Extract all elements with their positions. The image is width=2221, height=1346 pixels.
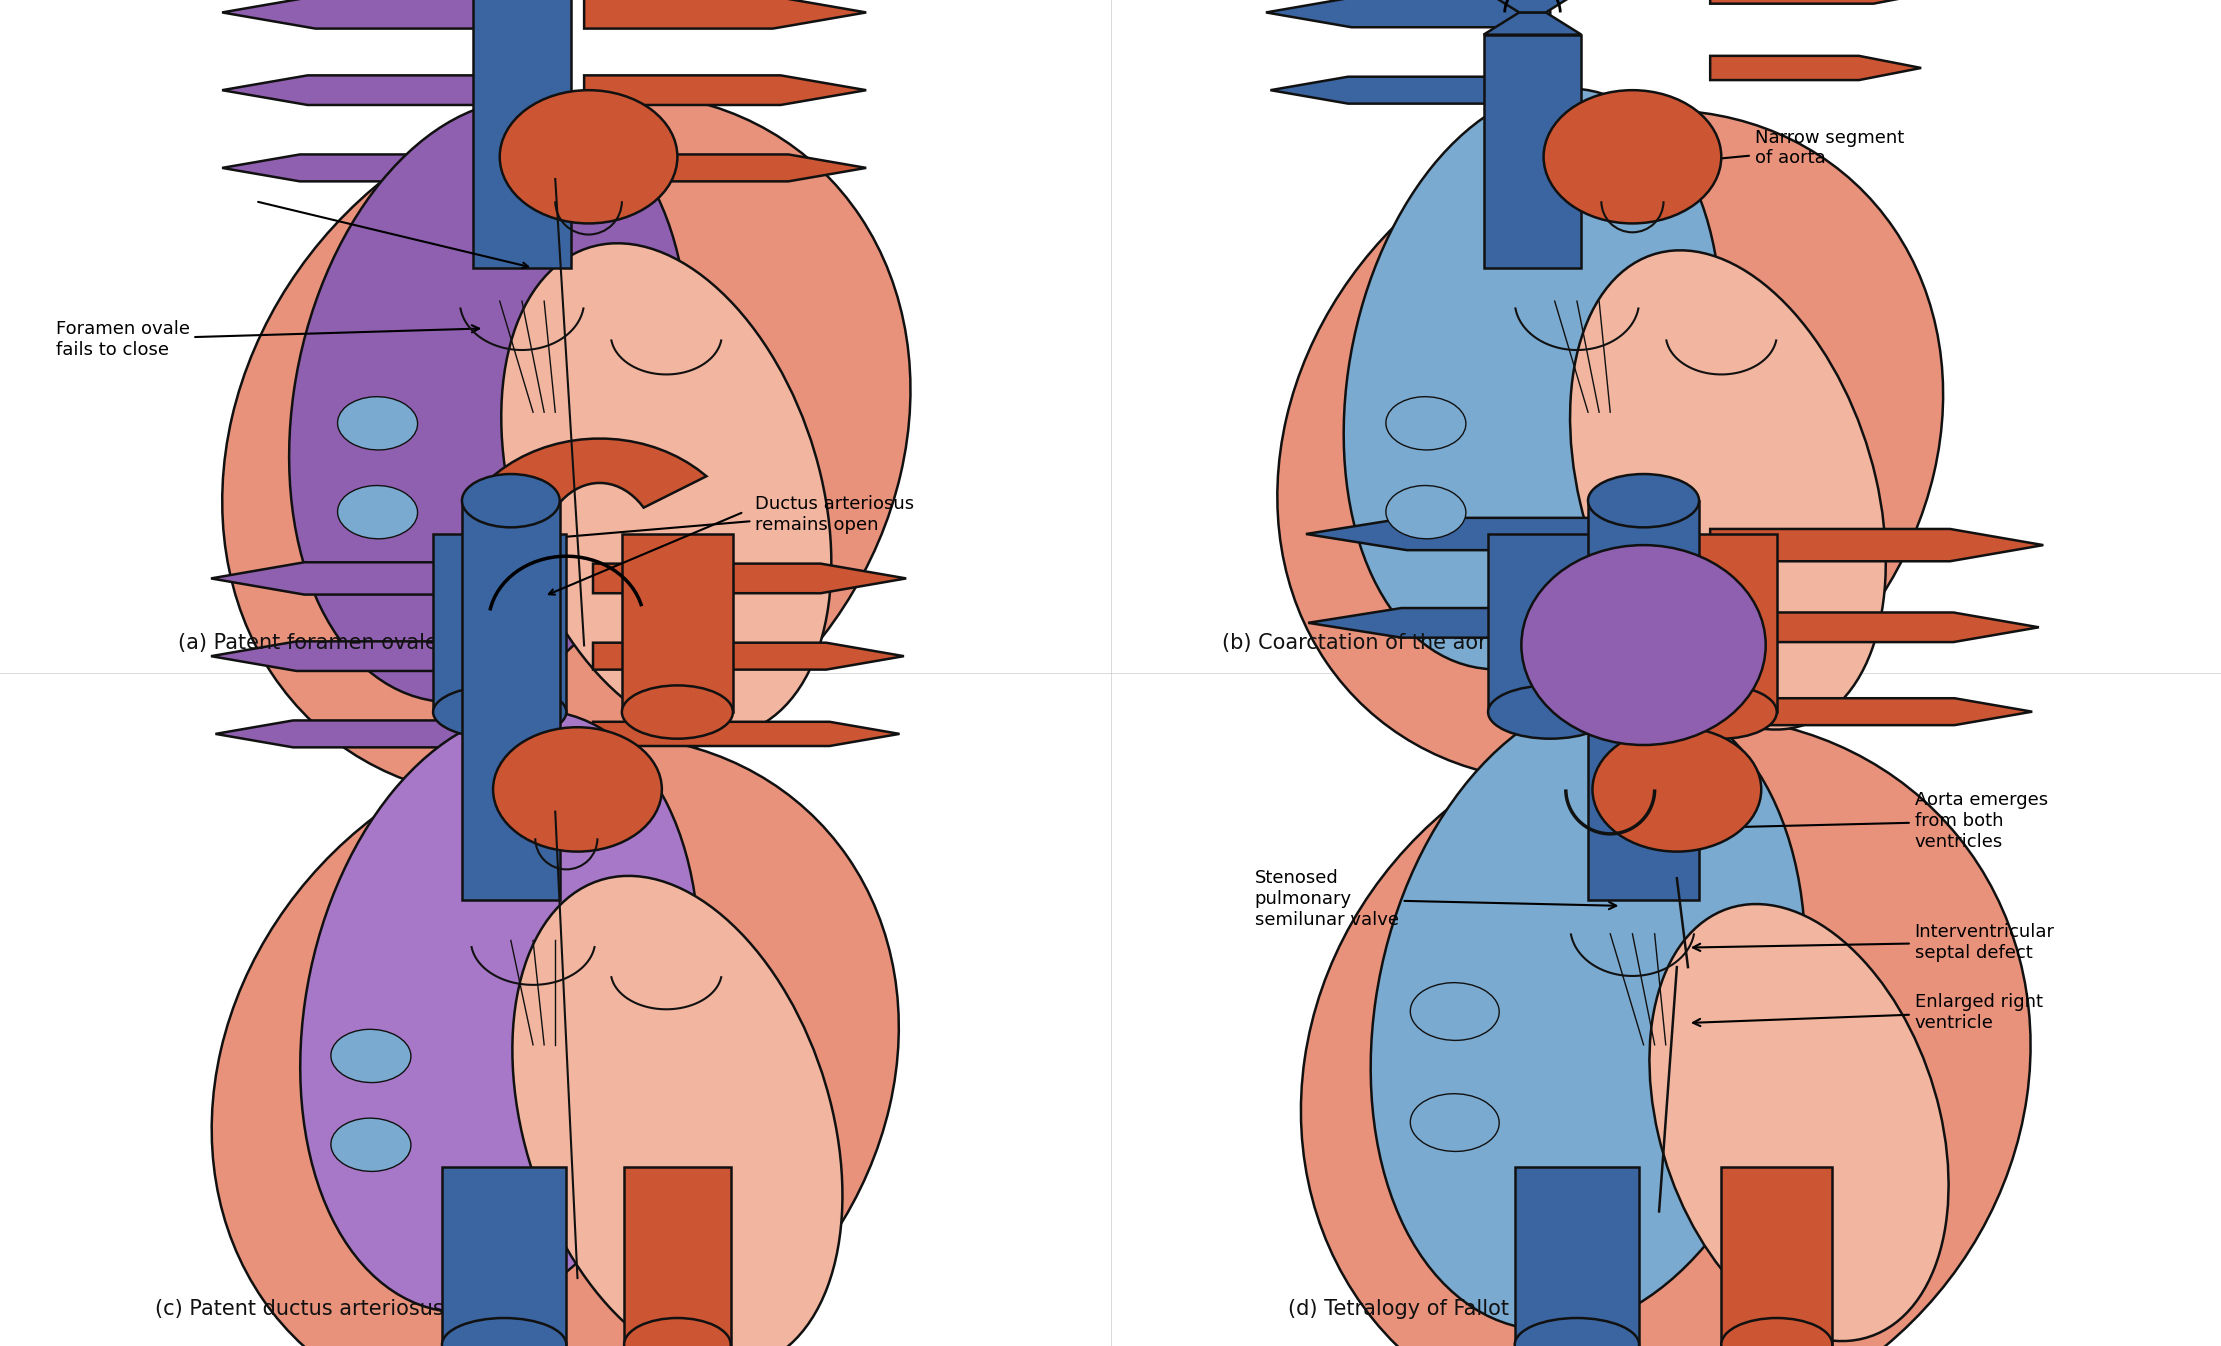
Polygon shape xyxy=(211,641,504,670)
Ellipse shape xyxy=(1570,250,1886,730)
Polygon shape xyxy=(1484,0,1581,12)
Polygon shape xyxy=(1488,534,1612,712)
Text: (c) Patent ductus arteriosus: (c) Patent ductus arteriosus xyxy=(155,1299,444,1319)
Ellipse shape xyxy=(433,685,566,739)
Ellipse shape xyxy=(300,711,700,1312)
Polygon shape xyxy=(1666,534,1777,712)
Ellipse shape xyxy=(624,1318,731,1346)
Text: Interventricular
septal defect: Interventricular septal defect xyxy=(1692,923,2054,961)
Ellipse shape xyxy=(1302,716,2030,1346)
Text: Aorta emerges
from both
ventricles: Aorta emerges from both ventricles xyxy=(1710,791,2048,851)
Ellipse shape xyxy=(1544,90,1721,223)
Polygon shape xyxy=(1710,55,1921,79)
Polygon shape xyxy=(584,75,866,105)
Text: Stenosed
pulmonary
semilunar valve: Stenosed pulmonary semilunar valve xyxy=(1255,870,1617,929)
Ellipse shape xyxy=(331,1030,411,1082)
Polygon shape xyxy=(211,563,504,595)
Polygon shape xyxy=(462,501,560,900)
Ellipse shape xyxy=(222,93,911,798)
Polygon shape xyxy=(1721,1167,1832,1345)
Polygon shape xyxy=(473,0,571,268)
Ellipse shape xyxy=(1386,486,1466,538)
Polygon shape xyxy=(1484,12,1581,35)
Polygon shape xyxy=(1308,608,1592,638)
Ellipse shape xyxy=(502,244,831,736)
Ellipse shape xyxy=(1370,693,1806,1330)
Ellipse shape xyxy=(1592,727,1761,852)
Ellipse shape xyxy=(338,486,418,538)
Ellipse shape xyxy=(622,685,733,739)
Polygon shape xyxy=(1710,0,1943,4)
Ellipse shape xyxy=(1666,685,1777,739)
Text: Enlarged right
ventricle: Enlarged right ventricle xyxy=(1692,993,2043,1031)
Ellipse shape xyxy=(1515,1318,1639,1346)
Polygon shape xyxy=(1710,699,2032,725)
Text: Ductus arteriosus
remains open: Ductus arteriosus remains open xyxy=(551,495,915,541)
Polygon shape xyxy=(1710,529,2043,561)
Polygon shape xyxy=(584,0,866,28)
Ellipse shape xyxy=(1344,89,1721,669)
Polygon shape xyxy=(215,720,504,747)
Polygon shape xyxy=(624,1167,731,1345)
Polygon shape xyxy=(433,534,566,712)
Ellipse shape xyxy=(1521,545,1766,744)
Ellipse shape xyxy=(331,1119,411,1171)
Polygon shape xyxy=(222,0,504,28)
Polygon shape xyxy=(442,1167,566,1345)
Ellipse shape xyxy=(442,1318,566,1346)
Ellipse shape xyxy=(1386,397,1466,450)
Ellipse shape xyxy=(1277,110,1943,781)
Ellipse shape xyxy=(500,90,677,223)
Polygon shape xyxy=(593,721,900,746)
Ellipse shape xyxy=(1488,685,1612,739)
Ellipse shape xyxy=(462,474,560,528)
Text: (b) Coarctation of the aorta: (b) Coarctation of the aorta xyxy=(1222,633,1508,653)
Polygon shape xyxy=(622,534,733,712)
Polygon shape xyxy=(493,439,706,507)
Ellipse shape xyxy=(513,876,842,1346)
Ellipse shape xyxy=(289,100,689,703)
Polygon shape xyxy=(1588,501,1699,900)
Polygon shape xyxy=(584,155,866,182)
Ellipse shape xyxy=(211,736,900,1346)
Text: Narrow segment
of aorta: Narrow segment of aorta xyxy=(1552,129,1903,178)
Ellipse shape xyxy=(1410,983,1499,1040)
Ellipse shape xyxy=(493,727,662,852)
Polygon shape xyxy=(222,155,504,182)
Polygon shape xyxy=(593,642,904,669)
Polygon shape xyxy=(1515,1167,1639,1345)
Text: (d) Tetralogy of Fallot: (d) Tetralogy of Fallot xyxy=(1288,1299,1510,1319)
Polygon shape xyxy=(222,75,504,105)
Text: Foramen ovale
fails to close: Foramen ovale fails to close xyxy=(56,320,480,358)
Ellipse shape xyxy=(1588,474,1699,528)
Polygon shape xyxy=(1484,35,1581,268)
Polygon shape xyxy=(1266,0,1550,27)
Polygon shape xyxy=(1306,518,1592,551)
Polygon shape xyxy=(1710,612,2039,642)
Ellipse shape xyxy=(1410,1094,1499,1151)
Ellipse shape xyxy=(1721,1318,1832,1346)
Ellipse shape xyxy=(338,397,418,450)
Polygon shape xyxy=(593,564,906,594)
Ellipse shape xyxy=(1650,905,1948,1341)
Text: (a) Patent foramen ovale: (a) Patent foramen ovale xyxy=(178,633,438,653)
Polygon shape xyxy=(1270,77,1550,104)
